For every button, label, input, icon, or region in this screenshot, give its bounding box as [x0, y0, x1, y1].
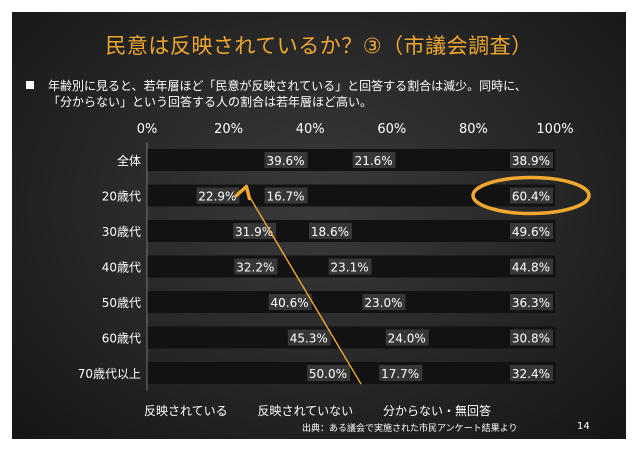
- annotation-arrowhead: [234, 184, 252, 201]
- data-label: 30.8%: [512, 332, 550, 346]
- source-note: 出典：ある議会で実施された市民アンケート結果より: [302, 424, 518, 434]
- data-label: 31.9%: [235, 225, 273, 239]
- page-number: 14: [577, 421, 590, 432]
- data-label: 24.0%: [388, 332, 426, 346]
- data-label: 18.6%: [311, 225, 349, 239]
- data-label-bg: [264, 187, 308, 204]
- category-label: 60歳代: [102, 332, 141, 346]
- x-tick-label: 80%: [459, 122, 488, 137]
- data-label: 50.0%: [309, 367, 347, 381]
- data-label-bg: [385, 329, 429, 346]
- category-label: 50歳代: [102, 296, 141, 310]
- square-bullet-icon: [26, 81, 34, 89]
- data-label: 32.4%: [512, 367, 550, 381]
- category-label: 70歳代以上: [78, 367, 141, 381]
- data-label: 36.3%: [512, 296, 550, 310]
- data-label: 23.0%: [364, 296, 402, 310]
- legend-item-not-reflected: 反映されていない: [257, 404, 354, 418]
- data-label-bg: [287, 329, 331, 346]
- x-tick-label: 20%: [214, 122, 243, 137]
- legend-item-reflected: 反映されている: [144, 404, 228, 418]
- data-label-bg: [309, 223, 353, 239]
- annotation-arrow-line: [245, 191, 362, 385]
- data-label-bg: [264, 152, 308, 168]
- data-label: 21.6%: [355, 154, 393, 168]
- data-label: 39.6%: [266, 154, 304, 168]
- x-tick-label: 60%: [377, 122, 406, 137]
- data-label: 45.3%: [290, 332, 328, 346]
- data-label: 23.1%: [330, 261, 368, 275]
- data-label: 44.8%: [512, 261, 550, 275]
- data-label-bg: [510, 294, 553, 310]
- data-label-bg: [510, 258, 553, 275]
- data-label-bg: [196, 187, 240, 204]
- x-tick-label: 40%: [296, 122, 325, 137]
- bar-segment: [308, 184, 555, 207]
- data-label-bg: [234, 258, 278, 275]
- data-label: 32.2%: [236, 261, 274, 275]
- category-label: 全体: [117, 153, 141, 168]
- data-label: 16.7%: [266, 190, 304, 204]
- data-label: 38.9%: [512, 154, 550, 168]
- data-label-bg: [510, 152, 553, 168]
- data-label-bg: [233, 223, 277, 239]
- bullet-line-2: 「分からない」という回答する人の割合は若年層ほど高い。: [48, 95, 373, 109]
- data-label: 22.9%: [198, 190, 236, 204]
- data-label-bg: [352, 152, 396, 168]
- category-label: 40歳代: [102, 261, 141, 275]
- category-label: 30歳代: [102, 225, 141, 239]
- data-label: 60.4%: [512, 190, 550, 204]
- data-label-bg: [379, 365, 423, 381]
- data-label-bg: [510, 187, 553, 204]
- bullet-line-1: 年齢別に見ると、若年層ほど「民意が反映されている」と回答する割合は減少。同時に、: [48, 79, 527, 93]
- legend-item-unknown: 分からない・無回答: [382, 404, 491, 418]
- x-tick-label: 100%: [536, 122, 573, 137]
- stacked-bar-chart: 0% 20% 40% 60% 80% 100% 全体 39.6% 21.6% 38.9% 20歳代 2…: [78, 122, 591, 391]
- chart-legend: 反映されている 反映されていない 分からない・無回答: [144, 402, 517, 419]
- slide-title: 民意は反映されているか？③（市議会調査）: [105, 34, 533, 58]
- data-label-bg: [307, 365, 350, 381]
- data-label: 17.7%: [381, 367, 419, 381]
- bar-segment: [147, 362, 351, 384]
- data-label-bg: [510, 223, 553, 239]
- bar-segment: [353, 220, 556, 242]
- slide: 民意は反映されているか？③（市議会調査） 年齢別に見ると、若年層ほど「民意が反映…: [12, 12, 626, 439]
- data-label-bg: [510, 329, 553, 346]
- highlight-ellipse: [471, 175, 591, 216]
- bar-segment: [372, 255, 556, 278]
- bar-segment: [147, 326, 332, 349]
- bullet-point: 年齢別に見ると、若年層ほど「民意が反映されている」と回答する割合は減少。同時に、…: [26, 78, 611, 110]
- category-label: 20歳代: [102, 190, 141, 204]
- data-label-bg: [362, 294, 406, 310]
- data-label-bg: [268, 294, 312, 310]
- x-tick-label: 0%: [137, 122, 158, 137]
- bullet-text: 年齢別に見ると、若年層ほど「民意が反映されている」と回答する割合は減少。同時に、…: [48, 78, 611, 110]
- data-label: 40.6%: [271, 296, 309, 310]
- data-label: 49.6%: [512, 225, 550, 239]
- data-label-bg: [328, 258, 372, 275]
- data-label-bg: [510, 365, 553, 381]
